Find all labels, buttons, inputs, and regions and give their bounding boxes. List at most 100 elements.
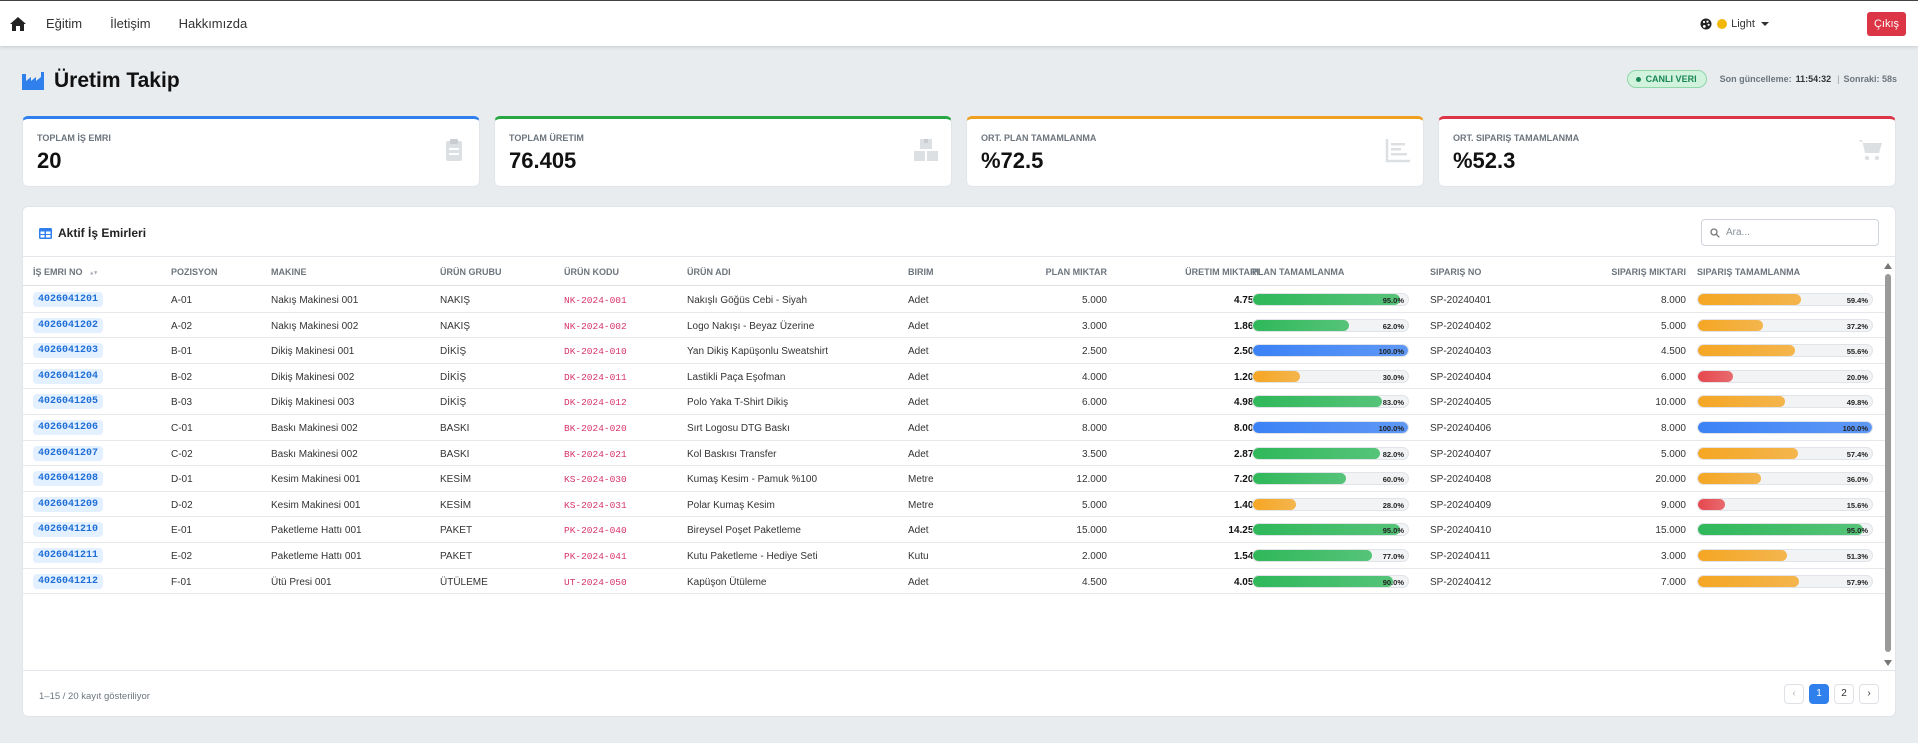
table-row[interactable]: 4026041205 B-03 Dikiş Makinesi 003 DİKİŞ DK-… [23,389,1885,415]
work-order-link[interactable]: 4026041208 [33,471,104,487]
col-header-order-no[interactable]: SIPARIŞ NO [1430,267,1482,277]
cell-order-qty: 5.000 [1660,320,1686,332]
table-row[interactable]: 4026041203 B-01 Dikiş Makinesi 001 DİKİŞ DK-… [23,338,1885,364]
sun-icon [1717,19,1728,29]
home-icon[interactable] [8,14,28,34]
progress-label: 57.9% [1846,577,1868,587]
next-page-button[interactable]: › [1859,684,1879,704]
work-order-link[interactable]: 4026041209 [33,496,104,512]
nav-link-egitim[interactable]: Eğitim [46,16,83,31]
cell-product-group: KESİM [440,499,472,511]
prev-page-button[interactable]: ‹ [1784,684,1804,704]
sort-icon[interactable]: ▲▼ [88,270,98,277]
cell-product-group: PAKET [440,551,473,562]
cell-product-group: DİKİŞ [440,371,467,383]
work-order-link[interactable]: 4026041201 [33,292,104,307]
page-button-1[interactable]: 1 [1809,684,1829,704]
cell-product-group: NAKIŞ [440,320,471,332]
col-header-machine[interactable]: MAKINE [271,267,307,277]
col-header-production-qty[interactable]: ÜRETIM MIKTARI [1185,267,1259,277]
cell-order-no: SP-20240401 [1430,295,1492,306]
page-button-2[interactable]: 2 [1834,684,1854,704]
progress-fill [1698,447,1798,459]
table-row[interactable]: 4026041207 C-02 Baskı Makinesi 002 BASKI BK-… [23,441,1885,467]
work-order-link[interactable]: 4026041211 [33,548,104,563]
plan-progress-bar: 28.0% [1252,497,1409,511]
search-icon [1710,227,1720,238]
cell-product-code: KS-2024-030 [564,474,627,486]
progress-label: 51.3% [1846,552,1868,561]
work-order-link[interactable]: 4026041210 [33,522,104,538]
col-header-wo-no[interactable]: İŞ EMRI NO ▲▼ [33,267,98,277]
cell-position: C-01 [171,423,193,434]
cell-production-qty: 1.400 [1233,499,1259,511]
progress-label: 77.0% [1382,552,1404,561]
search-box[interactable] [1701,219,1879,246]
cell-order-no: SP-20240407 [1430,448,1492,460]
work-order-link[interactable]: 4026041202 [33,317,104,333]
table-row[interactable]: 4026041202 A-02 Nakış Makinesi 002 NAKIŞ NK-… [23,313,1885,339]
work-order-link[interactable]: 4026041203 [33,343,104,359]
col-header-product-code[interactable]: ÜRÜN KODU [564,267,619,277]
progress-fill [1698,473,1761,485]
search-input[interactable] [1726,227,1866,238]
cell-production-qty: 2.870 [1233,448,1259,460]
col-header-plan-completion[interactable]: PLAN TAMAMLANMA [1252,267,1345,277]
table-row[interactable]: 4026041209 D-02 Kesim Makinesi 001 KESİM KS-… [23,492,1885,518]
work-order-link[interactable]: 4026041212 [33,573,104,589]
table-row[interactable]: 4026041206 C-01 Baskı Makinesi 002 BASKI BK-… [23,415,1885,441]
cell-production-qty: 4.980 [1233,397,1259,409]
order-progress-bar: 57.4% [1697,446,1873,460]
cell-order-no: SP-20240408 [1430,474,1492,486]
table-scrollbar[interactable] [1883,258,1893,669]
cell-position: A-01 [171,295,193,306]
progress-fill [1253,294,1401,305]
table-row[interactable]: 4026041204 B-02 Dikiş Makinesi 002 DİKİŞ DK-… [23,364,1885,390]
col-header-unit[interactable]: BIRIM [908,267,934,277]
cell-product-code: UT-2024-050 [564,576,627,588]
col-header-order-completion[interactable]: SIPARIŞ TAMAMLANMA [1697,267,1801,277]
cell-product-name: Logo Nakışı - Beyaz Üzerine [687,320,815,332]
cell-product-code: PK-2024-041 [564,551,627,562]
cell-unit: Adet [908,346,929,358]
cell-unit: Kutu [908,551,929,562]
table-row[interactable]: 4026041208 D-01 Kesim Makinesi 001 KESİM KS-… [23,466,1885,492]
work-order-link[interactable]: 4026041204 [33,368,104,384]
col-header-plan-qty[interactable]: PLAN MIKTAR [1045,267,1107,277]
scroll-up-icon[interactable] [1884,263,1892,269]
cell-machine: Baskı Makinesi 002 [271,423,358,434]
scroll-down-icon[interactable] [1884,660,1892,666]
boxes-icon [914,139,938,161]
nav-link-iletisim[interactable]: İletişim [110,16,151,31]
col-header-product-name[interactable]: ÜRÜN ADI [687,267,731,277]
progress-fill [1253,447,1381,459]
order-progress-bar: 37.2% [1697,318,1873,332]
progress-fill [1253,396,1382,408]
table-row[interactable]: 4026041212 F-01 Ütü Presi 001 ÜTÜLEME UT-202… [23,569,1885,595]
table-row[interactable]: 4026041210 E-01 Paketleme Hattı 001 PAKET PK… [23,517,1885,543]
table-row[interactable]: 4026041201 A-01 Nakış Makinesi 001 NAKIŞ NK-… [23,287,1885,313]
work-order-link[interactable]: 4026041205 [33,394,104,410]
theme-dropdown[interactable]: Light [1700,18,1769,30]
progress-label: 100.0% [1378,347,1404,357]
order-progress-bar: 59.4% [1697,293,1873,306]
work-order-link[interactable]: 4026041207 [33,445,104,461]
work-order-link[interactable]: 4026041206 [33,420,104,435]
scroll-thumb[interactable] [1885,274,1891,652]
progress-label: 82.0% [1382,449,1404,459]
cell-unit: Adet [908,423,929,434]
cell-machine: Dikiş Makinesi 003 [271,397,355,409]
col-header-order-qty[interactable]: SIPARIŞ MIKTARI [1611,267,1686,277]
col-header-position[interactable]: POZISYON [171,267,218,277]
page-header: Üretim Takip [22,69,180,93]
table-row[interactable]: 4026041211 E-02 Paketleme Hattı 001 PAKET PK… [23,543,1885,569]
col-header-product-group[interactable]: ÜRÜN GRUBU [440,267,502,277]
logout-button[interactable]: Çıkış [1866,12,1906,36]
cell-product-code: DK-2024-010 [564,346,627,358]
cell-product-group: NAKIŞ [440,295,471,306]
cell-order-qty: 20.000 [1655,474,1686,486]
cell-plan-qty: 8.000 [1081,423,1107,434]
cell-machine: Nakış Makinesi 001 [271,295,359,306]
cell-unit: Adet [908,525,929,537]
nav-link-hakkimizda[interactable]: Hakkımızda [178,16,248,31]
